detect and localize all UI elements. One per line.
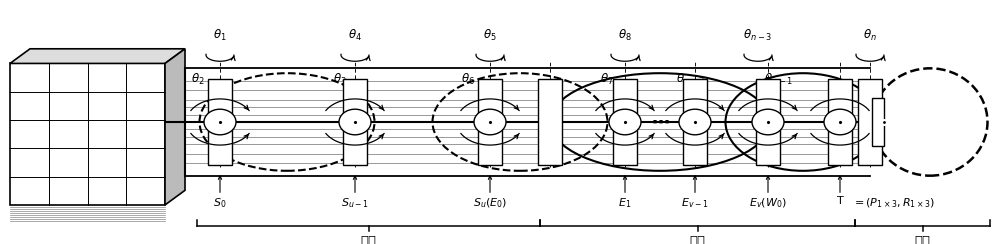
Text: $S_{u-1}$: $S_{u-1}$ bbox=[341, 196, 369, 210]
Text: $\theta_1$: $\theta_1$ bbox=[213, 28, 227, 43]
Polygon shape bbox=[538, 79, 562, 165]
Text: $\theta_n$: $\theta_n$ bbox=[863, 28, 877, 43]
Polygon shape bbox=[10, 49, 185, 63]
Text: $=(P_{1\times3},R_{1\times3})$: $=(P_{1\times3},R_{1\times3})$ bbox=[852, 196, 935, 210]
Text: $S_0$: $S_0$ bbox=[213, 196, 227, 210]
Ellipse shape bbox=[339, 109, 371, 135]
Polygon shape bbox=[165, 49, 185, 205]
Text: 肩部: 肩部 bbox=[360, 235, 376, 244]
Text: $\theta_8$: $\theta_8$ bbox=[618, 28, 632, 43]
Text: $\theta_7$: $\theta_7$ bbox=[600, 71, 614, 87]
Polygon shape bbox=[828, 79, 852, 165]
Ellipse shape bbox=[824, 109, 856, 135]
Text: 腕部: 腕部 bbox=[914, 235, 930, 244]
Polygon shape bbox=[872, 98, 884, 146]
Text: $\theta_{n-2}$: $\theta_{n-2}$ bbox=[676, 71, 704, 87]
Text: T: T bbox=[837, 196, 843, 206]
Ellipse shape bbox=[609, 109, 641, 135]
Polygon shape bbox=[858, 79, 882, 165]
Text: $\boldsymbol{\cdots}$: $\boldsymbol{\cdots}$ bbox=[651, 113, 669, 131]
Ellipse shape bbox=[752, 109, 784, 135]
Text: $\theta_{n-3}$: $\theta_{n-3}$ bbox=[743, 28, 773, 43]
Polygon shape bbox=[683, 79, 707, 165]
Ellipse shape bbox=[204, 109, 236, 135]
Text: $\theta_5$: $\theta_5$ bbox=[483, 28, 497, 43]
Text: $E_v(W_0)$: $E_v(W_0)$ bbox=[749, 196, 787, 210]
Polygon shape bbox=[613, 79, 637, 165]
Polygon shape bbox=[10, 63, 165, 205]
Text: $E_1$: $E_1$ bbox=[618, 196, 632, 210]
Text: $\theta_3$: $\theta_3$ bbox=[333, 71, 347, 87]
Text: $\theta_2$: $\theta_2$ bbox=[191, 71, 205, 87]
Text: 肘部: 肘部 bbox=[689, 235, 705, 244]
Ellipse shape bbox=[679, 109, 711, 135]
Text: $\theta_6$: $\theta_6$ bbox=[461, 71, 475, 87]
Polygon shape bbox=[343, 79, 367, 165]
Text: $\theta_{n-1}$: $\theta_{n-1}$ bbox=[764, 71, 792, 87]
Polygon shape bbox=[756, 79, 780, 165]
Text: $E_{v-1}$: $E_{v-1}$ bbox=[681, 196, 709, 210]
Text: $\theta_4$: $\theta_4$ bbox=[348, 28, 362, 43]
Polygon shape bbox=[478, 79, 502, 165]
Ellipse shape bbox=[474, 109, 506, 135]
Polygon shape bbox=[208, 79, 232, 165]
Text: $S_u(E_0)$: $S_u(E_0)$ bbox=[473, 196, 507, 210]
